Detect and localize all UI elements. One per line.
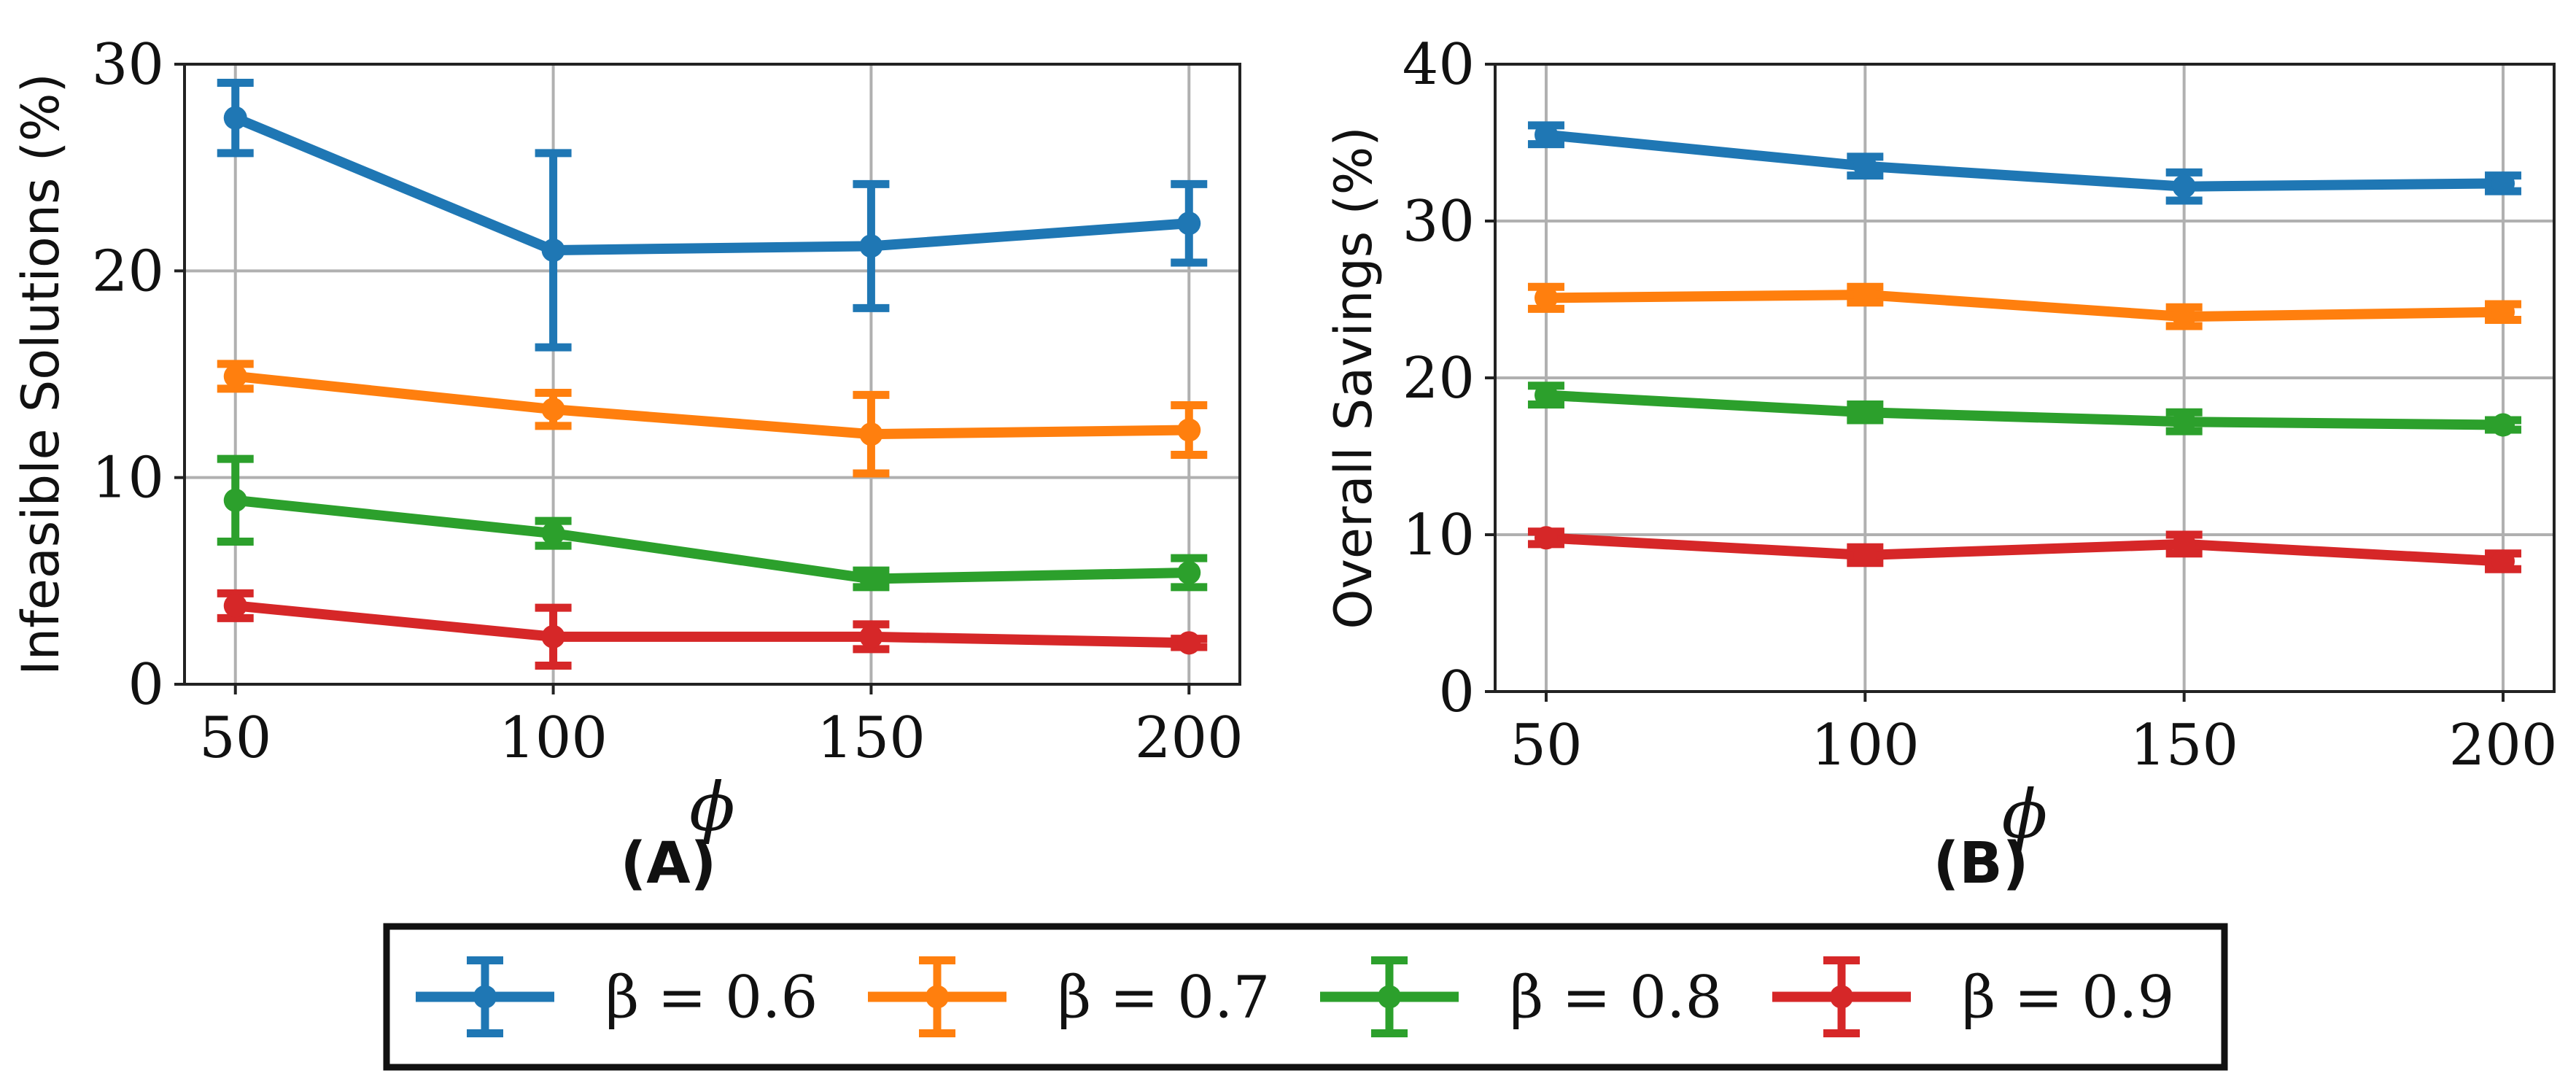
- p1-series-3-point-2: [2172, 532, 2196, 556]
- p1-series-0-point-0: [1534, 123, 1558, 147]
- p1-xtick-label-1: 100: [1811, 713, 1920, 778]
- p0-xtick-label-2: 150: [817, 705, 926, 771]
- p0-ytick-label-3: 30: [92, 32, 164, 98]
- p0-series-2-point-1: [541, 522, 565, 546]
- legend-entry-3: β = 0.9: [1772, 956, 2174, 1037]
- p1-ytick-label-4: 40: [1403, 32, 1475, 98]
- p0-ylabel: Infeasible Solutions (%): [11, 73, 71, 675]
- legend-frame: [383, 923, 2228, 1071]
- p1-ytick-label-1: 10: [1403, 503, 1475, 568]
- p1-series-2-line: [1545, 390, 2504, 430]
- p0-series-2-point-0: [223, 488, 247, 512]
- p0-series-1-point-3: [1177, 418, 1201, 442]
- p0-series-1-point-1: [541, 398, 565, 422]
- p1-series-2-point-2: [2172, 410, 2196, 434]
- p0-ytick-label-2: 20: [92, 239, 164, 304]
- p1-xtick-label-2: 150: [2130, 713, 2238, 778]
- p1-series-2-point-1: [1853, 400, 1877, 425]
- p0-series-1-point-2: [859, 422, 883, 446]
- p1-series-2-point-3: [2491, 413, 2515, 437]
- p1-series-1-point-0: [1534, 286, 1558, 310]
- p0-series-3-point-2: [859, 624, 883, 649]
- p1-ytick-label-0: 0: [1438, 659, 1475, 725]
- p1-series-0: [1527, 121, 2522, 205]
- p0-series-3: [217, 589, 1208, 670]
- legend-label-1: β = 0.7: [1058, 964, 1270, 1031]
- p1-ylabel: Overall Savings (%): [1324, 126, 1384, 629]
- p0-series-3-point-0: [223, 594, 247, 618]
- p0-xtick-label-0: 50: [199, 705, 271, 771]
- legend-marker-3: [1830, 985, 1853, 1009]
- chart-panel-b: 50 100 150 200 0 10 20 30 40 Overall Savings (%) ϕ…: [1324, 32, 2557, 897]
- p1-series-0-point-3: [2491, 171, 2515, 195]
- p0-series-1-line: [235, 371, 1190, 440]
- p1-series-1: [1527, 282, 2522, 330]
- p1-series-1-line: [1545, 290, 2504, 322]
- p0-series-1-point-0: [223, 364, 247, 388]
- chart-panel-a: 50 100 150 200 0 10 20 30 Infeasible Solutions (…: [11, 32, 1244, 897]
- p1-xtick-label-0: 50: [1510, 713, 1582, 778]
- p0-xlabel: ϕ: [689, 768, 735, 846]
- p0-series-0-point-2: [859, 234, 883, 258]
- p1-ytick-label-2: 20: [1403, 346, 1475, 411]
- p1-xtick-label-3: 200: [2449, 713, 2558, 778]
- p1-series-1-point-1: [1853, 283, 1877, 307]
- p0-series-1: [217, 360, 1208, 478]
- p0-series-2: [217, 454, 1208, 592]
- p1-xlabel: ϕ: [2002, 775, 2048, 853]
- legend-entry-1: β = 0.7: [868, 956, 1270, 1037]
- p1-series-2-point-0: [1534, 383, 1558, 407]
- p0-series-2-line: [235, 495, 1190, 584]
- p0-series-0-point-3: [1177, 212, 1201, 236]
- p0-panel-label: (A): [621, 831, 717, 897]
- p0-series-0: [217, 79, 1208, 352]
- p0-xtick-label-1: 100: [499, 705, 608, 771]
- p0-series-0-point-1: [541, 239, 565, 262]
- p1-panel-label: (B): [1933, 831, 2029, 897]
- p0-ytick-label-0: 0: [128, 652, 164, 718]
- p1-series-3-point-1: [1853, 543, 1877, 567]
- p1-ytick-label-3: 30: [1403, 189, 1475, 255]
- p0-xtick-label-3: 200: [1135, 705, 1244, 771]
- p1-series-1-point-3: [2491, 300, 2515, 324]
- p1-series-3-point-0: [1534, 526, 1558, 550]
- legend-entry-0: β = 0.6: [416, 956, 818, 1037]
- legend-entry-2: β = 0.8: [1320, 956, 1722, 1037]
- p0-series-0-point-0: [223, 106, 247, 130]
- p1-series-0-point-1: [1853, 154, 1877, 178]
- legend-label-3: β = 0.9: [1962, 964, 2174, 1031]
- p1-series-0-line: [1545, 129, 2504, 192]
- legend-marker-1: [926, 985, 949, 1009]
- p0-series-0-line: [233, 113, 1190, 255]
- p0-series-3-line: [235, 600, 1190, 649]
- p0-axes-frame: [183, 63, 1241, 686]
- p1-series-3: [1527, 526, 2522, 573]
- p0-series-3-point-1: [541, 624, 565, 649]
- p1-series-3-point-3: [2491, 549, 2515, 573]
- legend-marker-0: [473, 985, 497, 1009]
- legend-label-2: β = 0.8: [1510, 964, 1722, 1031]
- p1-series-0-point-2: [2172, 174, 2196, 198]
- p1-series-3-line: [1545, 533, 2504, 567]
- legend-label-0: β = 0.6: [605, 964, 818, 1031]
- legend-marker-2: [1378, 985, 1401, 1009]
- p0-ytick-label-1: 10: [92, 446, 164, 511]
- p0-series-2-point-3: [1177, 561, 1201, 584]
- p1-series-1-point-2: [2172, 305, 2196, 329]
- p1-series-2: [1527, 382, 2522, 437]
- legend: β = 0.6 β = 0.7 β = 0.8 β = 0.9: [383, 923, 2228, 1071]
- p0-series-2-point-2: [859, 567, 883, 591]
- p0-series-3-point-3: [1177, 631, 1201, 655]
